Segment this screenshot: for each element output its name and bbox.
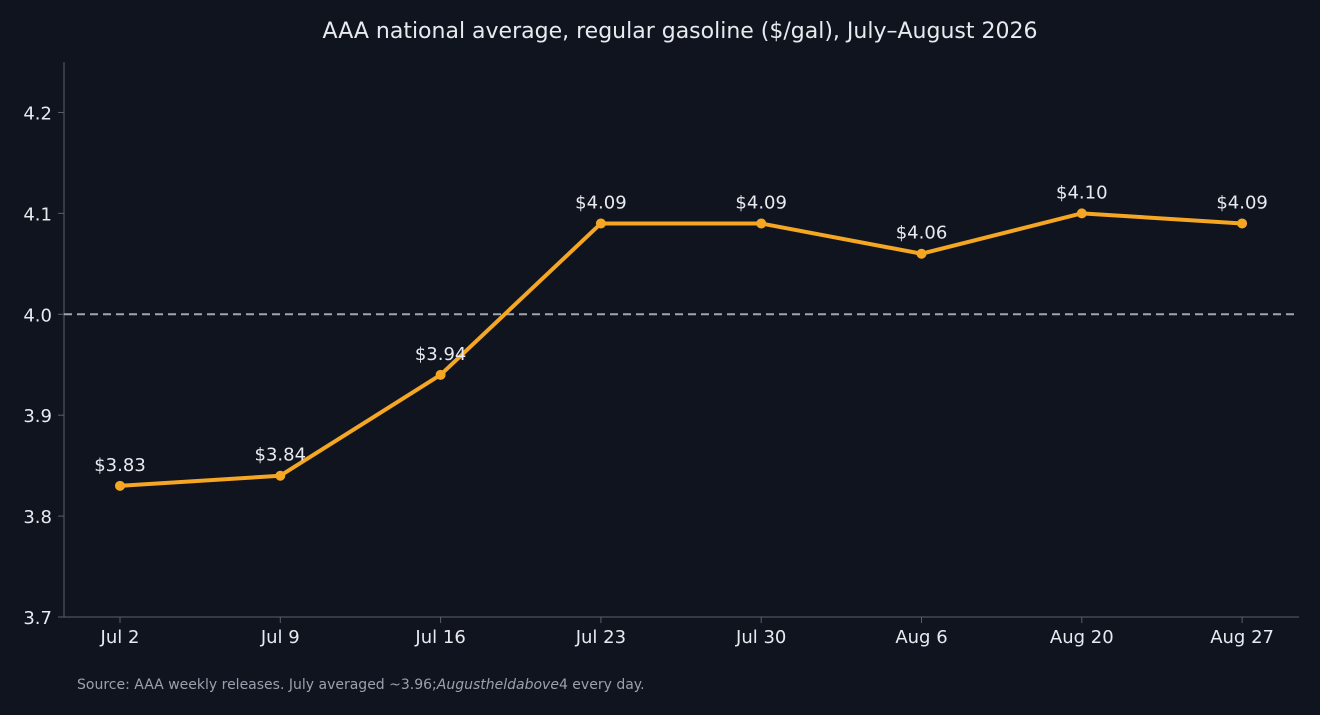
x-tick-label: Jul 30	[735, 627, 786, 648]
caption-part3: 4 every day.	[559, 677, 645, 693]
data-point	[435, 369, 446, 380]
x-tick-label: Jul 2	[100, 627, 140, 648]
x-tick-label: Jul 23	[575, 627, 626, 648]
y-tick-label: 3.8	[23, 507, 52, 528]
data-label: $4.10	[1056, 182, 1108, 203]
data-labels-group: $3.83 $3.84 $3.94 $4.09 $4.09 $4.06 $4.10 $4.09	[94, 182, 1268, 475]
x-tick-label: Jul 9	[260, 627, 300, 648]
caption-part2: Augustheldabove	[436, 677, 559, 693]
data-label: $4.09	[735, 192, 787, 213]
data-point	[275, 470, 286, 481]
y-tick-label: 3.9	[23, 406, 52, 427]
x-tick-label: Aug 6	[895, 627, 947, 648]
y-tick-label: 4.0	[23, 305, 52, 326]
y-tick-label: 3.7	[23, 608, 52, 629]
data-point	[115, 480, 125, 491]
x-ticks: Jul 2 Jul 9 Jul 16 Jul 23 Jul 30 Aug 6 Aug 20 A…	[100, 617, 1274, 648]
data-label: $4.06	[896, 223, 948, 244]
x-tick-label: Jul 16	[414, 627, 465, 648]
series-line	[118, 211, 1245, 488]
data-label: $3.84	[255, 445, 307, 466]
data-label: $4.09	[575, 192, 627, 213]
data-point	[756, 218, 767, 229]
series-group	[115, 208, 1248, 491]
data-point	[916, 248, 927, 259]
chart-title: AAA national average, regular gasoline (…	[323, 19, 1038, 44]
data-point	[595, 218, 606, 229]
x-tick-label: Aug 20	[1050, 627, 1114, 648]
data-label: $4.09	[1216, 192, 1268, 213]
x-tick-label: Aug 27	[1210, 627, 1274, 648]
source-caption: Source: AAA weekly releases. July averag…	[77, 677, 645, 693]
y-ticks: 3.7 3.8 3.9 4.0 4.1 4.2	[23, 103, 64, 629]
data-label: $3.94	[415, 344, 467, 365]
data-point	[1237, 218, 1248, 229]
y-tick-label: 4.2	[23, 103, 52, 124]
axes	[63, 62, 1299, 618]
data-label: $3.83	[94, 455, 146, 476]
data-point	[1076, 208, 1087, 219]
y-tick-label: 4.1	[23, 204, 52, 225]
caption-part1: Source: AAA weekly releases. July averag…	[77, 677, 437, 693]
